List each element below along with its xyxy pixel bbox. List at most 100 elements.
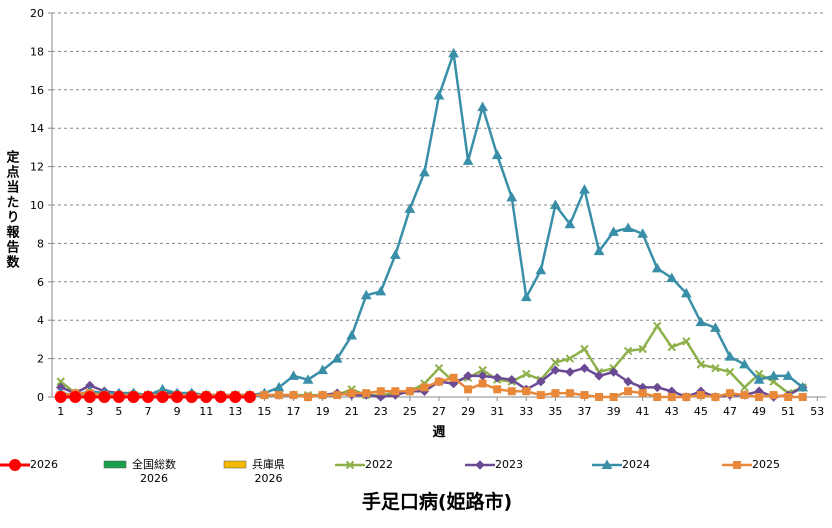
legend-swatch <box>335 460 365 470</box>
marker <box>623 346 633 356</box>
marker <box>200 391 213 403</box>
legend-swatch <box>223 460 247 469</box>
marker <box>506 191 518 202</box>
x-tick-label: 17 <box>287 405 301 418</box>
legend-swatch <box>0 459 30 471</box>
marker <box>492 373 502 383</box>
marker <box>564 218 576 229</box>
marker <box>753 374 765 384</box>
legend-item: 2025 <box>722 458 780 472</box>
marker <box>601 459 613 469</box>
marker <box>733 461 741 469</box>
y-tick-label: 4 <box>37 314 44 327</box>
marker <box>98 391 111 403</box>
marker <box>478 379 487 388</box>
marker <box>608 367 619 377</box>
x-tick-label: 47 <box>723 405 737 418</box>
legend-item: 兵庫県 2026 <box>222 458 285 486</box>
marker <box>536 376 546 387</box>
y-tick-label: 10 <box>30 199 44 212</box>
marker <box>449 373 458 382</box>
legend-bar <box>223 460 247 469</box>
marker <box>695 316 707 327</box>
marker <box>622 222 634 233</box>
marker <box>535 264 547 275</box>
marker <box>711 363 720 373</box>
marker <box>740 391 749 400</box>
x-tick-label: 49 <box>752 405 766 418</box>
x-tick-label: 29 <box>461 405 475 418</box>
legend-label: 2022 <box>365 458 393 471</box>
chart-title: 手足口病(姫路市) <box>362 490 512 513</box>
x-tick-label: 5 <box>115 405 122 418</box>
marker <box>623 376 633 387</box>
legend-swatch <box>465 460 495 470</box>
marker <box>462 155 474 165</box>
marker <box>624 387 633 396</box>
line <box>60 52 804 397</box>
marker <box>289 391 298 400</box>
legend-label: 2025 <box>752 458 780 471</box>
x-tick-label: 21 <box>345 405 359 418</box>
marker <box>477 101 489 112</box>
marker <box>579 363 590 373</box>
marker <box>362 389 371 398</box>
marker <box>448 47 459 58</box>
legend-item: 2022 <box>335 458 393 472</box>
x-tick-label: 41 <box>636 405 650 418</box>
y-tick-label: 20 <box>30 7 44 20</box>
marker <box>784 393 793 401</box>
marker <box>798 393 807 401</box>
marker <box>156 391 169 403</box>
x-tick-label: 43 <box>665 405 679 418</box>
marker <box>653 321 662 331</box>
marker <box>550 365 561 375</box>
marker <box>667 342 676 352</box>
marker <box>171 391 184 403</box>
x-tick-label: 37 <box>577 405 591 418</box>
legend-label: 2026 <box>30 458 58 471</box>
marker <box>769 391 778 400</box>
marker <box>507 387 516 396</box>
x-tick-label: 3 <box>86 405 93 418</box>
marker <box>391 387 400 396</box>
y-tick-label: 8 <box>37 237 44 250</box>
x-tick-label: 35 <box>548 405 562 418</box>
legend-label: 2024 <box>622 458 650 471</box>
marker <box>214 391 227 403</box>
x-tick-label: 7 <box>145 405 152 418</box>
marker <box>652 382 662 393</box>
x-tick-label: 31 <box>490 405 504 418</box>
marker <box>475 460 485 470</box>
x-tick-label: 11 <box>199 405 213 418</box>
marker <box>565 367 575 377</box>
marker <box>56 377 65 386</box>
marker <box>419 166 430 177</box>
marker <box>112 391 125 403</box>
marker <box>682 337 691 346</box>
y-tick-label: 18 <box>30 45 44 58</box>
marker <box>478 365 487 375</box>
x-tick-label: 9 <box>174 405 181 418</box>
marker <box>724 351 736 361</box>
marker <box>317 364 328 375</box>
marker <box>346 330 358 340</box>
marker <box>318 391 327 400</box>
marker <box>667 393 676 401</box>
legend-item: 2026 <box>0 458 58 472</box>
marker <box>551 389 560 398</box>
marker <box>345 460 355 470</box>
y-tick-label: 2 <box>37 353 44 366</box>
marker <box>434 363 444 373</box>
marker <box>127 391 140 403</box>
x-axis-label: 週 <box>432 425 445 440</box>
marker <box>83 391 96 403</box>
marker <box>666 272 678 282</box>
marker <box>711 393 720 401</box>
legend-item: 2024 <box>592 458 650 472</box>
legend-item: 全国総数 2026 <box>102 458 176 486</box>
marker <box>435 377 443 386</box>
marker <box>740 383 749 392</box>
marker <box>360 289 372 300</box>
